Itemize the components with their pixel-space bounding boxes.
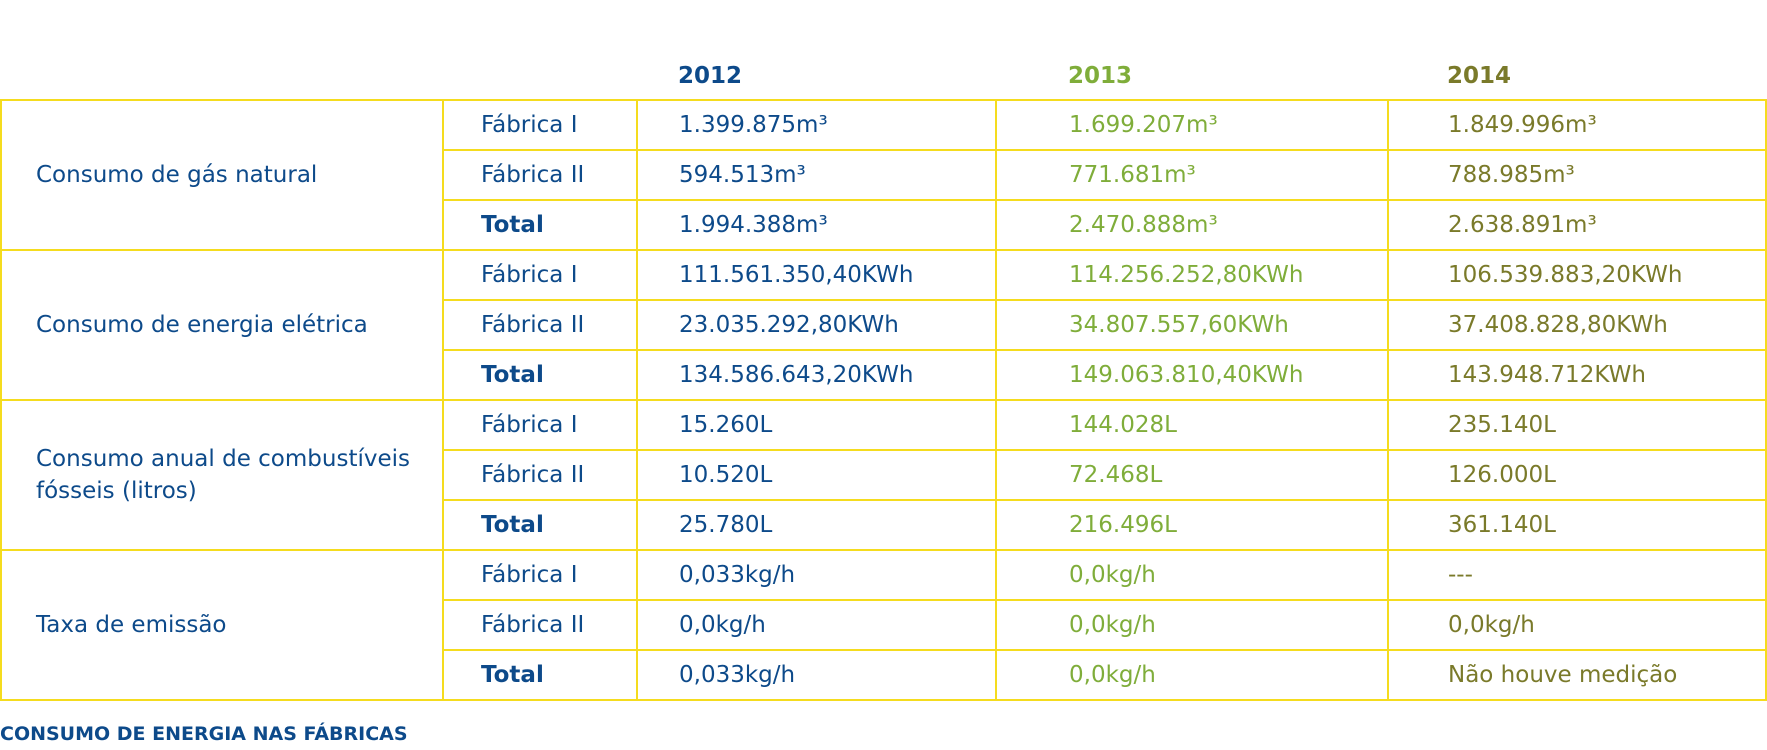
value-cell: 72.468L xyxy=(995,449,1389,501)
data-row: Consumo de energia elétrica Fábrica I 111.… xyxy=(0,249,1767,401)
value-cell: 15.260L xyxy=(636,399,997,451)
data-row: Fábrica II 23.035.292,80KWh 34.807.557,60K… xyxy=(1,299,1767,351)
year-header: 2014 xyxy=(1447,63,1512,89)
value-cell: 37.408.828,80KWh xyxy=(1387,299,1767,351)
value-cell: 143.948.712KWh xyxy=(1387,349,1767,401)
data-row: Consumo de gás natural Fábrica I 1.399.875… xyxy=(0,99,1767,251)
year-header: 2012 xyxy=(678,63,743,89)
value-cell: 23.035.292,80KWh xyxy=(636,299,997,351)
row-label: Fábrica II xyxy=(442,149,638,201)
value-cell: 114.256.252,80KWh xyxy=(995,249,1389,301)
data-row: Total 1.994.388m³ 2.470.888m³ 2.638.891m³ xyxy=(1,199,1767,251)
value-cell: --- xyxy=(1387,549,1767,601)
value-cell: 1.994.388m³ xyxy=(636,199,997,251)
row-label: Fábrica I xyxy=(442,249,638,301)
value-cell: 25.780L xyxy=(636,499,997,551)
row-label: Total xyxy=(442,349,638,401)
value-cell: 34.807.557,60KWh xyxy=(995,299,1389,351)
group-label: Consumo anual de combustíveis fósseis (l… xyxy=(0,399,444,551)
row-label: Total xyxy=(442,499,638,551)
data-row: Fábrica II 10.520L 72.468L 126.000L xyxy=(1,449,1767,501)
row-label: Fábrica II xyxy=(442,599,638,651)
value-cell: 235.140L xyxy=(1387,399,1767,451)
value-cell: 144.028L xyxy=(995,399,1389,451)
value-cell: 1.699.207m³ xyxy=(995,99,1389,151)
data-row: Fábrica II 594.513m³ 771.681m³ 788.985m³ xyxy=(1,149,1767,201)
energy-table: 2012 2013 2014 Consumo de gás natural Fábric… xyxy=(0,0,1767,701)
row-label: Fábrica I xyxy=(442,399,638,451)
value-cell: 216.496L xyxy=(995,499,1389,551)
value-cell: 2.638.891m³ xyxy=(1387,199,1767,251)
row-label: Total xyxy=(442,649,638,701)
row-label: Fábrica I xyxy=(442,99,638,151)
value-cell: 594.513m³ xyxy=(636,149,997,201)
value-cell: 0,0kg/h xyxy=(995,599,1389,651)
value-cell: 0,0kg/h xyxy=(995,649,1389,701)
data-row: Taxa de emissão Fábrica I 0,033kg/h 0,0kg/h… xyxy=(0,549,1767,701)
data-row: Total 25.780L 216.496L 361.140L xyxy=(1,499,1767,551)
data-row: Total 0,033kg/h 0,0kg/h Não houve medição xyxy=(1,649,1767,701)
empty-cell xyxy=(443,0,637,100)
year-header: 2013 xyxy=(1068,63,1133,89)
row-label: Total xyxy=(442,199,638,251)
value-cell: 788.985m³ xyxy=(1387,149,1767,201)
value-cell: 0,0kg/h xyxy=(1387,599,1767,651)
value-cell: 361.140L xyxy=(1387,499,1767,551)
group-label: Taxa de emissão xyxy=(0,549,444,701)
value-cell: 106.539.883,20KWh xyxy=(1387,249,1767,301)
value-cell: 10.520L xyxy=(636,449,997,501)
value-cell: 2.470.888m³ xyxy=(995,199,1389,251)
caption: CONSUMO DE ENERGIA NAS FÁBRICAS xyxy=(0,723,408,745)
data-row: Total 134.586.643,20KWh 149.063.810,40KWh 1… xyxy=(1,349,1767,401)
row-label: Fábrica I xyxy=(442,549,638,601)
value-cell: 126.000L xyxy=(1387,449,1767,501)
value-cell: 149.063.810,40KWh xyxy=(995,349,1389,401)
empty-cell xyxy=(1,0,443,100)
value-cell: 1.399.875m³ xyxy=(636,99,997,151)
value-cell: Não houve medição xyxy=(1387,649,1767,701)
value-cell: 111.561.350,40KWh xyxy=(636,249,997,301)
group-label: Consumo de energia elétrica xyxy=(0,249,444,401)
data-row: Consumo anual de combustíveis fósseis (l… xyxy=(0,399,1767,551)
value-cell: 0,033kg/h xyxy=(636,549,997,601)
value-cell: 0,0kg/h xyxy=(636,599,997,651)
value-cell: 0,0kg/h xyxy=(995,549,1389,601)
value-cell: 134.586.643,20KWh xyxy=(636,349,997,401)
data-row: Fábrica II 0,0kg/h 0,0kg/h 0,0kg/h xyxy=(1,599,1767,651)
row-label: Fábrica II xyxy=(442,299,638,351)
value-cell: 0,033kg/h xyxy=(636,649,997,701)
value-cell: 1.849.996m³ xyxy=(1387,99,1767,151)
header-row: 2012 2013 2014 xyxy=(1,0,1766,100)
value-cell: 771.681m³ xyxy=(995,149,1389,201)
row-label: Fábrica II xyxy=(442,449,638,501)
group-label: Consumo de gás natural xyxy=(0,99,444,251)
